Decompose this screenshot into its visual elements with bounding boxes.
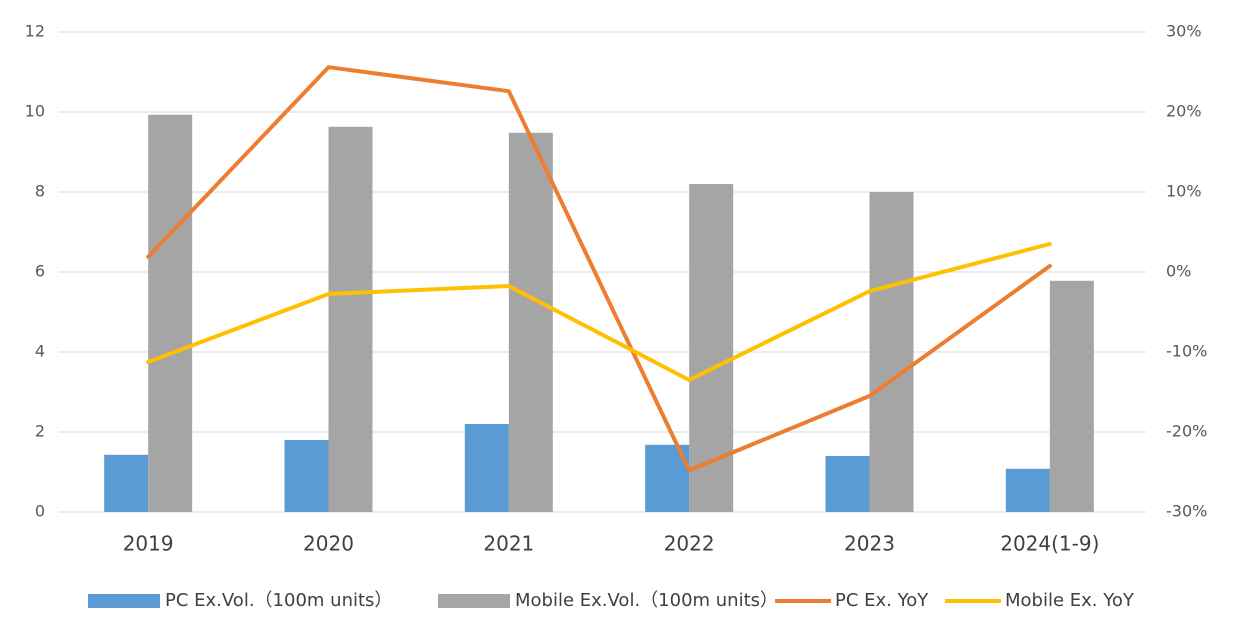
bar xyxy=(328,126,373,513)
legend-swatch xyxy=(438,594,510,608)
y-tick-label: 10 xyxy=(25,102,45,121)
x-tick-label: 2022 xyxy=(664,532,715,556)
bar xyxy=(1005,468,1050,512)
y2-tick-label: 30% xyxy=(1166,22,1202,41)
y-tick-label: 8 xyxy=(35,182,45,201)
x-tick-label: 2019 xyxy=(123,532,174,556)
y-tick-label: 6 xyxy=(35,262,45,281)
bar xyxy=(1049,280,1094,512)
y2-tick-label: -30% xyxy=(1166,502,1207,521)
x-tick-label: 2023 xyxy=(844,532,895,556)
line xyxy=(146,65,1052,473)
bar xyxy=(104,454,149,512)
legend-label: Mobile Ex.Vol.（100m units） xyxy=(515,590,778,611)
legend-label: PC Ex. YoY xyxy=(835,590,929,611)
y-tick-label: 2 xyxy=(35,422,45,441)
x-tick-label: 2024(1-9) xyxy=(1000,532,1099,556)
y2-tick-label: 0% xyxy=(1166,262,1191,281)
x-tick-label: 2021 xyxy=(483,532,534,556)
y2-tick-label: -10% xyxy=(1166,342,1207,361)
y2-tick-label: -20% xyxy=(1166,422,1207,441)
y-tick-label: 12 xyxy=(25,22,45,41)
bar xyxy=(464,424,509,512)
y-tick-label: 0 xyxy=(35,502,45,521)
bar xyxy=(869,192,914,512)
bar xyxy=(148,114,193,513)
bar xyxy=(284,440,329,512)
line xyxy=(146,242,1052,382)
bar xyxy=(508,132,553,513)
x-tick-label: 2020 xyxy=(303,532,354,556)
y2-tick-label: 20% xyxy=(1166,102,1202,121)
y-tick-label: 4 xyxy=(35,342,45,361)
legend-swatch xyxy=(88,594,160,608)
y2-tick-label: 10% xyxy=(1166,182,1202,201)
bar xyxy=(825,456,870,512)
legend-label: Mobile Ex. YoY xyxy=(1005,590,1135,611)
legend-label: PC Ex.Vol.（100m units） xyxy=(165,590,392,611)
